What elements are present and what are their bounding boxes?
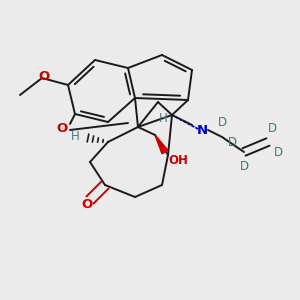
Text: O: O — [38, 70, 50, 83]
Text: D: D — [239, 160, 249, 173]
Text: O: O — [56, 122, 68, 134]
Text: N: N — [196, 124, 208, 136]
Text: D: D — [267, 122, 277, 134]
Text: D: D — [218, 116, 226, 128]
Text: D: D — [227, 136, 237, 149]
Polygon shape — [155, 135, 168, 154]
Text: OH: OH — [168, 154, 188, 166]
Text: H: H — [159, 112, 168, 124]
Text: O: O — [81, 199, 93, 212]
Text: H: H — [71, 130, 80, 143]
Text: D: D — [273, 146, 283, 158]
